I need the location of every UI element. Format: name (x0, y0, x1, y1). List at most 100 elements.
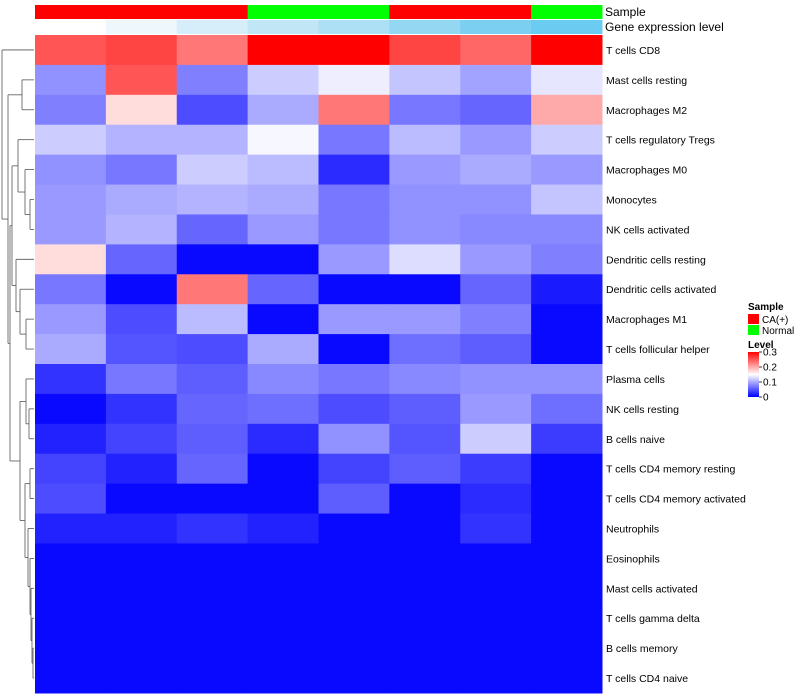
row-label: Eosinophils (606, 553, 660, 565)
heatmap-cell (460, 483, 532, 515)
heatmap-cell (531, 633, 603, 664)
heatmap-cell (176, 64, 249, 96)
heatmap-cell (105, 64, 178, 96)
heatmap-cell (389, 364, 461, 395)
heatmap-cell (35, 274, 107, 305)
heatmap-cell (318, 154, 390, 186)
heatmap-cell (460, 543, 532, 574)
annotation-cell (35, 20, 107, 34)
heatmap-cell (176, 513, 249, 544)
heatmap-cell (247, 334, 319, 365)
heatmap-cell (318, 124, 390, 156)
heatmap-cell (460, 573, 532, 604)
heatmap-cell (247, 573, 319, 604)
row-label: Macrophages M0 (606, 165, 687, 177)
legend-normal-label: Normal (762, 326, 794, 337)
heatmap-cell (247, 274, 319, 305)
heatmap-cell (105, 154, 178, 186)
legend-tick-label: 0.1 (763, 378, 777, 389)
heatmap-cell (531, 304, 603, 335)
heatmap-cell (35, 513, 107, 544)
heatmap-cell (460, 214, 532, 245)
row-label: Dendritic cells activated (606, 284, 716, 296)
heatmap-cell (35, 573, 107, 604)
heatmap-cell (531, 244, 603, 275)
legend-sample-title: Sample (748, 302, 784, 313)
heatmap-cell (389, 663, 461, 694)
heatmap-cell (318, 393, 390, 425)
row-label: B cells memory (606, 643, 679, 655)
heatmap-cell (176, 304, 249, 335)
heatmap-cell (247, 94, 319, 126)
heatmap-cell (460, 334, 532, 365)
heatmap-cell (531, 274, 603, 305)
heatmap-cell (531, 35, 603, 66)
legend-tick-label: 0.3 (763, 348, 777, 359)
heatmap-cell (35, 154, 107, 186)
heatmap-cell (460, 513, 532, 544)
heatmap-cell (35, 184, 107, 215)
heatmap-cell (460, 154, 532, 186)
heatmap-cell (105, 543, 178, 574)
heatmap-cell (460, 274, 532, 305)
annotation-cell (176, 5, 249, 19)
annotation-cell (105, 20, 178, 34)
heatmap-cell (176, 543, 249, 574)
heatmap-cell (247, 184, 319, 215)
heatmap-cell (389, 35, 461, 66)
annotation-cell (105, 5, 178, 19)
annotation-cell (460, 20, 532, 34)
heatmap-cell (389, 64, 461, 96)
heatmap-cell (318, 603, 390, 634)
annotation-cell (531, 20, 603, 34)
heatmap-cell (389, 543, 461, 574)
heatmap-cell (531, 453, 603, 485)
heatmap-cell (389, 423, 461, 455)
heatmap-cell (247, 633, 319, 664)
heatmap-cell (531, 603, 603, 634)
heatmap-cell (105, 453, 178, 485)
heatmap-cell (247, 64, 319, 96)
heatmap-cell (247, 244, 319, 275)
heatmap-cell (35, 453, 107, 485)
heatmap-cell (318, 244, 390, 275)
annotation-cell (389, 20, 461, 34)
heatmap-cell (389, 184, 461, 215)
row-label: Mast cells activated (606, 583, 698, 595)
heatmap-cell (176, 214, 249, 245)
heatmap-cell (176, 573, 249, 604)
annotation-label: Gene expression level (605, 20, 724, 34)
heatmap-cell (531, 154, 603, 186)
heatmap-cell (105, 214, 178, 245)
heatmap-cell (318, 543, 390, 574)
heatmap-cell (389, 633, 461, 664)
heatmap-cell (318, 663, 390, 694)
heatmap-cell (460, 423, 532, 455)
heatmap-cell (318, 364, 390, 395)
heatmap-cell (247, 483, 319, 515)
heatmap-cell (460, 603, 532, 634)
heatmap-cell (35, 244, 107, 275)
heatmap-cell (531, 334, 603, 365)
row-dendrogram (1, 49, 34, 679)
heatmap-cell (318, 184, 390, 215)
heatmap-cell (35, 633, 107, 664)
heatmap-cell (176, 274, 249, 305)
heatmap-cell (105, 423, 178, 455)
heatmap-cells (35, 35, 603, 694)
heatmap-cell (105, 274, 178, 305)
heatmap-cell (318, 513, 390, 544)
heatmap-cell (318, 274, 390, 305)
annotation-cell (247, 20, 319, 34)
heatmap-cell (176, 633, 249, 664)
heatmap-cell (460, 244, 532, 275)
heatmap-cell (389, 603, 461, 634)
heatmap-cell (176, 94, 249, 126)
heatmap-cell (460, 663, 532, 694)
annotation-cell (460, 5, 532, 19)
row-label: B cells naive (606, 434, 665, 446)
heatmap-cell (35, 423, 107, 455)
heatmap-cell (389, 483, 461, 515)
heatmap-cell (460, 184, 532, 215)
heatmap-cell (105, 513, 178, 544)
